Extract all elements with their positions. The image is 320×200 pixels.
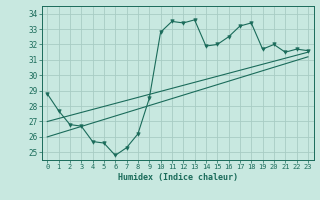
X-axis label: Humidex (Indice chaleur): Humidex (Indice chaleur) [118,173,237,182]
